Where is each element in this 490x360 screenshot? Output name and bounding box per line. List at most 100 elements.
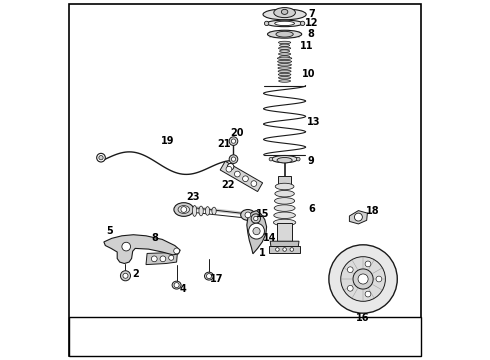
Ellipse shape [205, 207, 210, 215]
Ellipse shape [278, 53, 291, 55]
Circle shape [229, 155, 238, 163]
Ellipse shape [280, 44, 290, 47]
Circle shape [365, 261, 371, 267]
Ellipse shape [280, 56, 290, 58]
Polygon shape [146, 253, 177, 265]
Ellipse shape [278, 70, 291, 73]
Ellipse shape [278, 41, 291, 44]
Circle shape [174, 248, 179, 254]
Ellipse shape [279, 80, 291, 82]
Ellipse shape [267, 20, 303, 27]
Ellipse shape [277, 158, 292, 163]
Circle shape [353, 269, 373, 289]
Polygon shape [349, 211, 368, 224]
Ellipse shape [300, 21, 305, 26]
Text: 6: 6 [308, 204, 315, 214]
Circle shape [275, 248, 279, 251]
Text: 2: 2 [132, 269, 139, 279]
Polygon shape [220, 161, 263, 192]
Circle shape [376, 276, 382, 282]
Circle shape [97, 153, 105, 162]
Ellipse shape [274, 198, 294, 204]
Ellipse shape [274, 212, 295, 219]
Ellipse shape [193, 206, 197, 216]
Polygon shape [104, 235, 180, 264]
Circle shape [174, 283, 179, 288]
Ellipse shape [174, 203, 194, 216]
Text: 20: 20 [230, 128, 244, 138]
Ellipse shape [278, 73, 291, 76]
Ellipse shape [204, 272, 214, 280]
Circle shape [226, 166, 232, 172]
Circle shape [358, 274, 368, 284]
Ellipse shape [277, 57, 292, 60]
Ellipse shape [172, 281, 181, 289]
Ellipse shape [274, 205, 295, 211]
Circle shape [206, 274, 212, 279]
Ellipse shape [263, 9, 306, 20]
Circle shape [347, 267, 353, 273]
Circle shape [121, 271, 130, 281]
Circle shape [151, 256, 157, 262]
Text: 11: 11 [300, 41, 314, 51]
Ellipse shape [275, 21, 294, 26]
Text: 14: 14 [263, 233, 276, 243]
Ellipse shape [199, 206, 203, 216]
Polygon shape [247, 211, 267, 254]
Circle shape [123, 273, 128, 278]
Text: 15: 15 [255, 209, 269, 219]
Circle shape [235, 171, 240, 177]
Text: 16: 16 [356, 312, 370, 323]
Bar [69, 317, 421, 356]
Bar [277, 223, 292, 241]
Ellipse shape [280, 50, 290, 53]
Ellipse shape [271, 156, 297, 163]
Bar [270, 246, 300, 253]
Circle shape [169, 255, 174, 260]
Text: 21: 21 [218, 139, 231, 149]
Circle shape [365, 291, 371, 297]
Circle shape [231, 157, 236, 161]
Ellipse shape [273, 219, 296, 226]
Ellipse shape [212, 207, 216, 215]
Circle shape [248, 223, 265, 239]
Circle shape [354, 213, 363, 221]
Ellipse shape [276, 31, 293, 37]
Text: 5: 5 [107, 226, 113, 236]
Ellipse shape [241, 210, 255, 220]
Circle shape [227, 163, 234, 170]
Circle shape [122, 242, 130, 251]
Text: 10: 10 [302, 69, 316, 79]
Ellipse shape [278, 67, 291, 69]
Ellipse shape [277, 60, 292, 63]
Ellipse shape [265, 21, 269, 26]
Ellipse shape [281, 9, 288, 14]
Circle shape [160, 256, 166, 262]
Bar [278, 176, 291, 184]
Ellipse shape [278, 64, 292, 66]
Circle shape [229, 137, 238, 145]
Text: 18: 18 [366, 206, 380, 216]
Text: 9: 9 [307, 156, 314, 166]
Text: 12: 12 [305, 18, 318, 28]
Ellipse shape [269, 157, 273, 161]
Circle shape [341, 257, 386, 301]
Circle shape [253, 228, 260, 235]
Circle shape [329, 245, 397, 313]
Circle shape [251, 181, 257, 186]
Text: 1: 1 [259, 248, 266, 258]
Text: 8: 8 [151, 233, 158, 243]
Ellipse shape [268, 30, 302, 38]
Polygon shape [270, 241, 299, 247]
Text: 23: 23 [186, 192, 199, 202]
Text: 17: 17 [210, 274, 223, 284]
Circle shape [283, 248, 286, 251]
Circle shape [99, 156, 103, 160]
Text: 7: 7 [308, 9, 315, 19]
Circle shape [254, 216, 258, 221]
Ellipse shape [278, 77, 291, 79]
Ellipse shape [275, 183, 294, 190]
Text: 4: 4 [180, 284, 187, 294]
Ellipse shape [178, 206, 190, 213]
Text: 22: 22 [221, 180, 235, 190]
